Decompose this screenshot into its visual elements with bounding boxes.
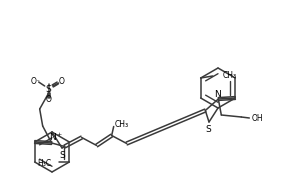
Text: N: N	[49, 133, 56, 143]
Text: OH: OH	[251, 113, 263, 122]
Text: S: S	[205, 125, 211, 133]
Text: O⁻: O⁻	[31, 76, 41, 86]
Text: S: S	[46, 85, 51, 94]
Text: O: O	[46, 95, 51, 105]
Text: N: N	[214, 89, 221, 99]
Text: CH₃: CH₃	[115, 120, 129, 129]
Text: +: +	[56, 132, 61, 137]
Text: CH₃: CH₃	[223, 72, 237, 81]
Text: S: S	[59, 151, 65, 159]
Text: H₃C: H₃C	[37, 158, 51, 167]
Text: O: O	[59, 77, 65, 87]
